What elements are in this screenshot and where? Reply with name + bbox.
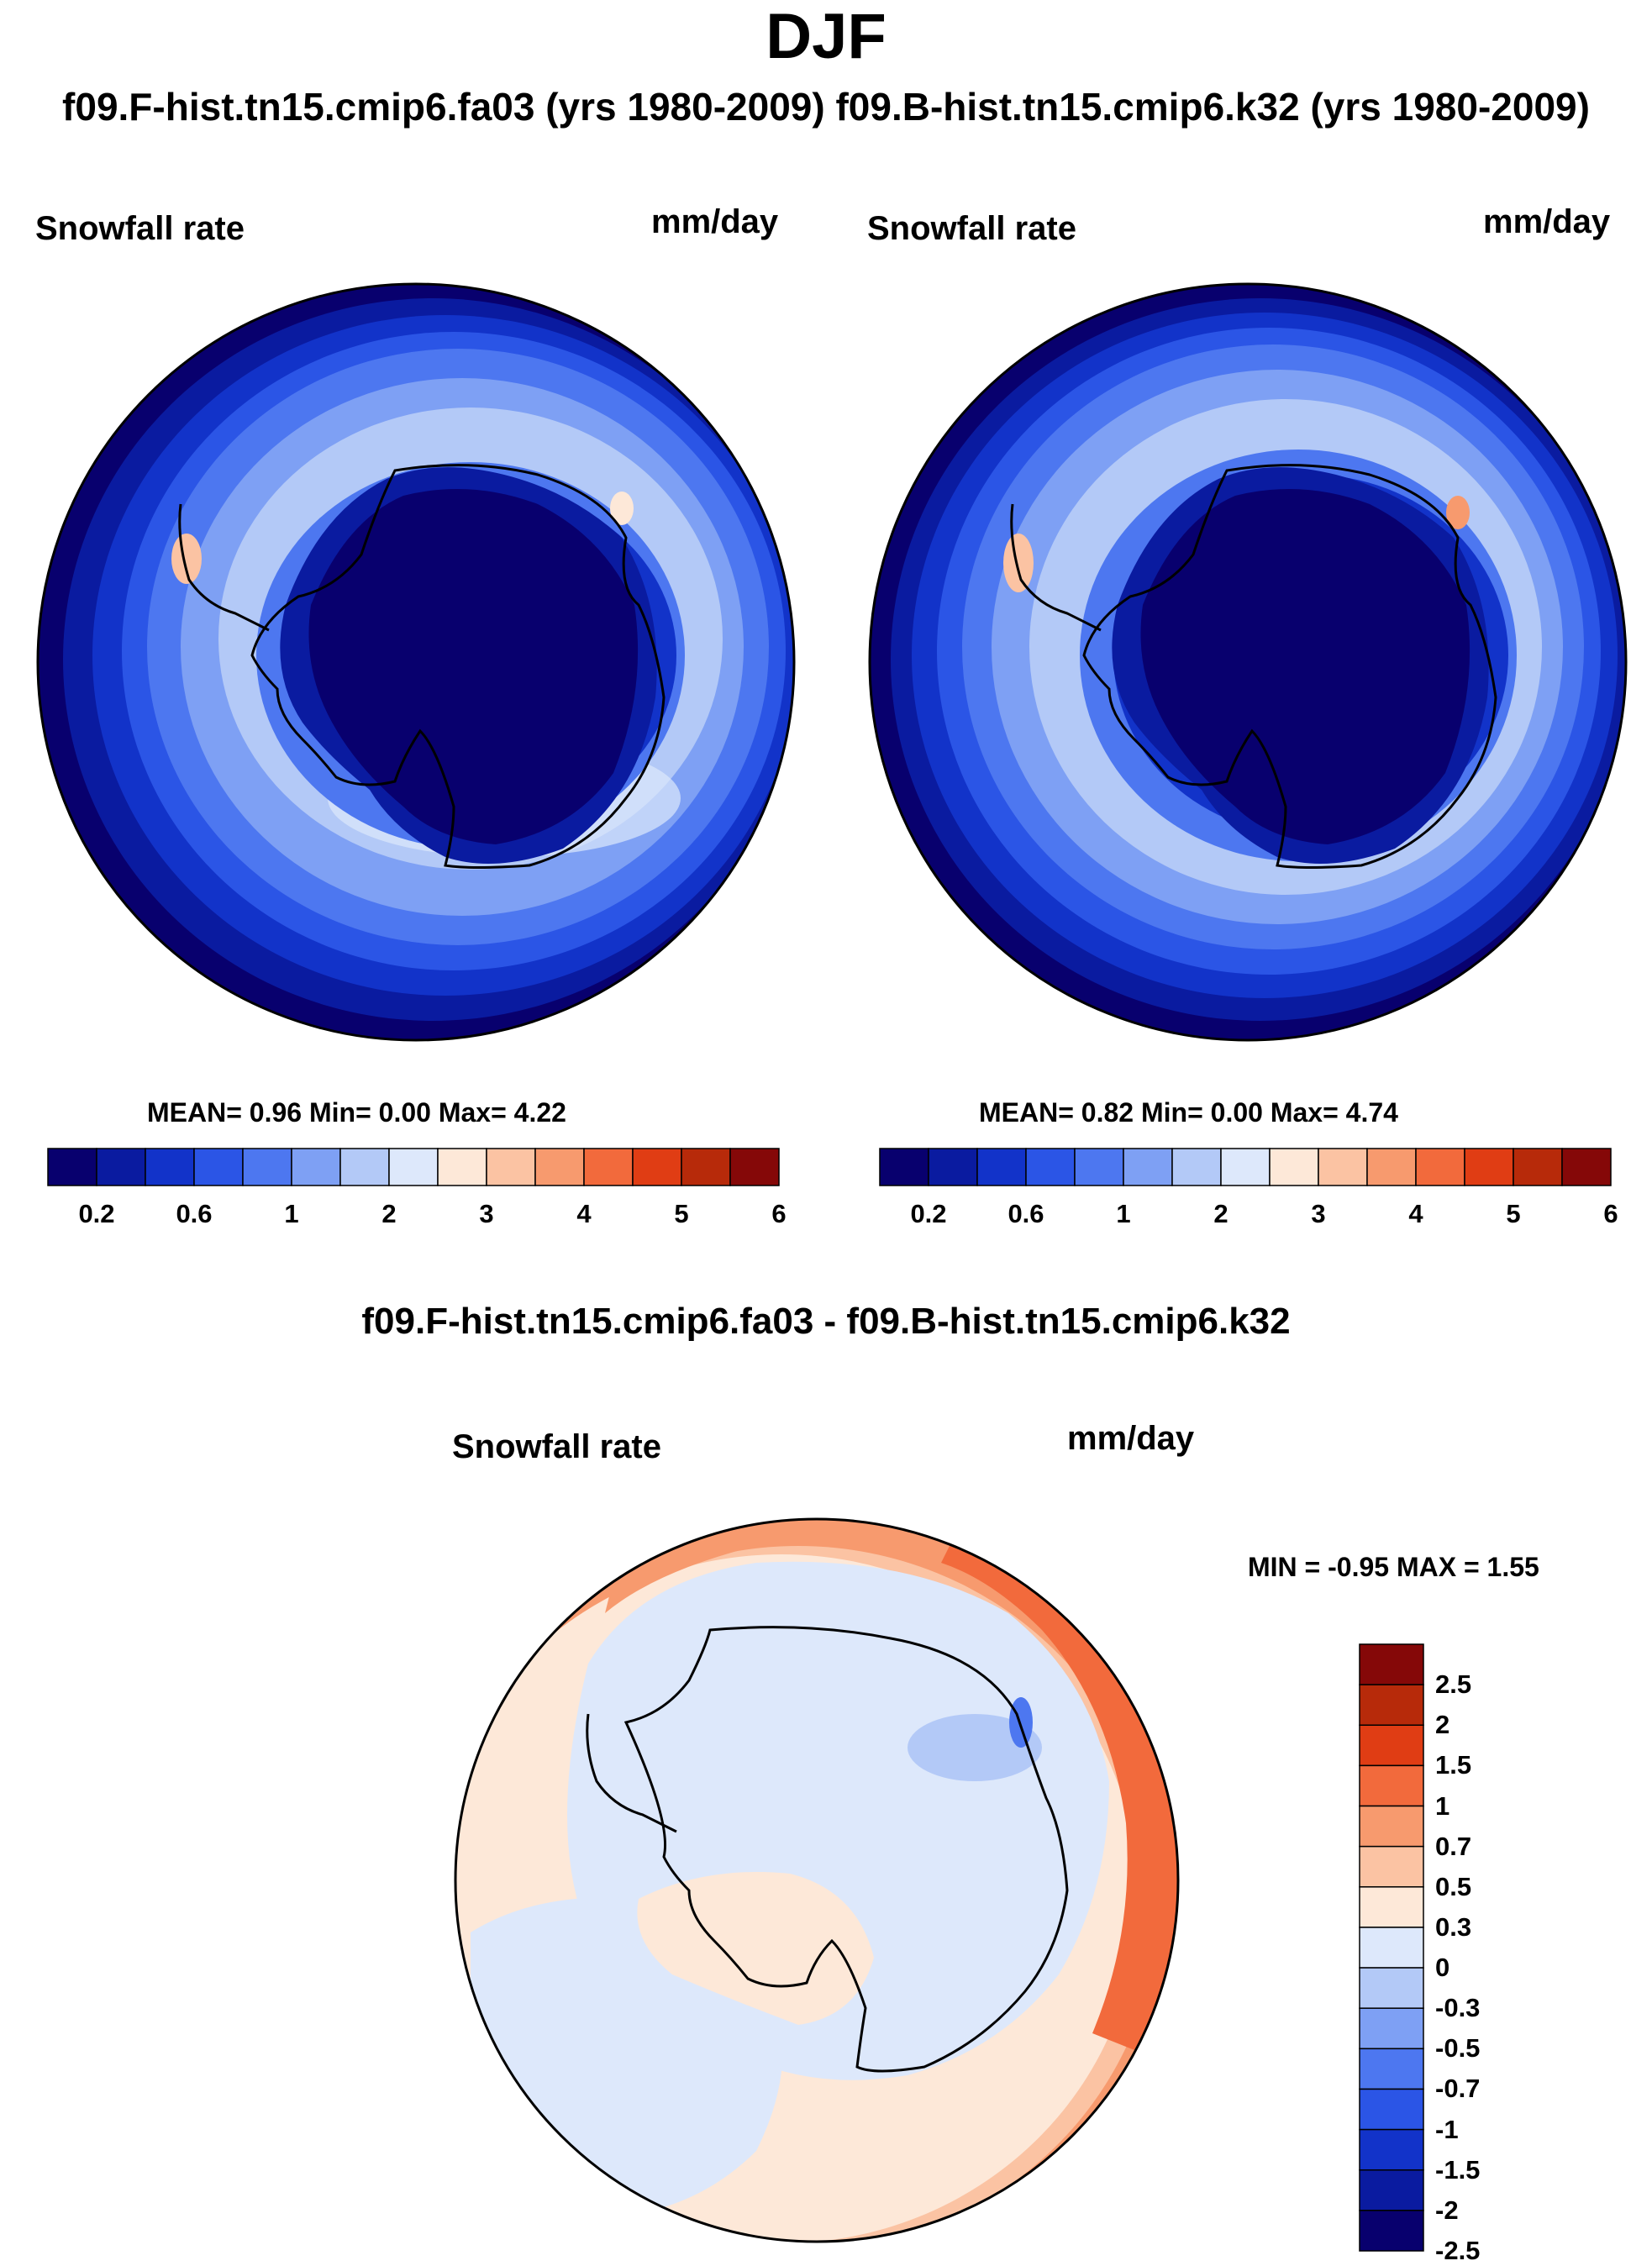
panel2-variable-label: Snowfall rate — [867, 210, 1076, 247]
colorbar-tick-label: 0.2 — [78, 1199, 115, 1228]
colorbar-swatch — [1025, 1148, 1076, 1186]
colorbar-swatch — [1513, 1148, 1563, 1186]
colorbar-tick-label: 4 — [576, 1199, 592, 1228]
colorbar-swatch — [1318, 1148, 1368, 1186]
colorbar-tick-label: 4 — [1408, 1199, 1423, 1228]
colorbar-tick-label: -0.7 — [1435, 2074, 1481, 2104]
colorbar-swatch — [1359, 1724, 1424, 1767]
colorbar-tick-label: 6 — [771, 1199, 787, 1228]
colorbar-swatch — [1359, 2007, 1424, 2050]
colorbar-tick-label: -2 — [1435, 2195, 1459, 2225]
colorbar-tick-label: 0.6 — [176, 1199, 213, 1228]
colorbar-swatch — [1415, 1148, 1465, 1186]
map2 — [870, 284, 1626, 1040]
colorbar-swatch — [632, 1148, 682, 1186]
colorbar-swatch — [1359, 1643, 1424, 1685]
colorbar-tick-label: 1 — [284, 1199, 299, 1228]
colorbar-swatch — [145, 1148, 195, 1186]
colorbar-swatch — [879, 1148, 929, 1186]
colorbar-swatch — [1359, 1967, 1424, 2009]
colorbar-swatch — [1359, 1845, 1424, 1888]
colorbar-swatch — [1171, 1148, 1222, 1186]
difference-heading: f09.F-hist.tn15.cmip6.fa03 - f09.B-hist.… — [361, 1301, 1291, 1342]
colorbar-swatch — [291, 1148, 341, 1186]
colorbar-swatch — [1359, 2128, 1424, 2171]
colorbar-2 — [879, 1148, 1612, 1186]
colorbar-swatch — [681, 1148, 731, 1186]
colorbar-swatch — [1123, 1148, 1173, 1186]
colorbar-3 — [1359, 1643, 1424, 2252]
colorbar-swatch — [1464, 1148, 1514, 1186]
colorbar-swatch — [1359, 1805, 1424, 1848]
colorbar-tick-label: -0.5 — [1435, 2033, 1481, 2064]
panel3-variable-label: Snowfall rate — [452, 1428, 661, 1465]
colorbar-swatch — [976, 1148, 1027, 1186]
colorbar-tick-label: 5 — [1506, 1199, 1521, 1228]
panel1-variable-label: Snowfall rate — [35, 210, 245, 247]
panel2-units-label: mm/day — [1483, 203, 1611, 240]
colorbar-swatch — [1359, 1684, 1424, 1727]
colorbar-tick-label: 1.5 — [1435, 1750, 1472, 1780]
colorbar-swatch — [583, 1148, 634, 1186]
colorbar-swatch — [1359, 1886, 1424, 1928]
colorbar-swatch — [1359, 2210, 1424, 2252]
colorbar-swatch — [96, 1148, 146, 1186]
colorbar-tick-label: 5 — [674, 1199, 689, 1228]
colorbar-tick-label: 0.3 — [1435, 1911, 1472, 1942]
run-titles: f09.F-hist.tn15.cmip6.fa03 (yrs 1980-200… — [62, 85, 1590, 129]
colorbar-tick-label: 0.7 — [1435, 1831, 1472, 1861]
colorbar-tick-label: 0.6 — [1008, 1199, 1044, 1228]
colorbar-swatch — [1359, 2169, 1424, 2211]
colorbar-tick-label: 2.5 — [1435, 1669, 1472, 1700]
panel1-units-label: mm/day — [651, 203, 779, 240]
map1 — [38, 284, 794, 1040]
colorbar-swatch — [1359, 2088, 1424, 2131]
colorbar-swatch — [1269, 1148, 1319, 1186]
colorbar-swatch — [1220, 1148, 1271, 1186]
colorbar-tick-label: 0 — [1435, 1953, 1450, 1983]
panel3-stats: MIN = -0.95 MAX = 1.55 — [1248, 1552, 1539, 1582]
panel1-stats: MEAN= 0.96 Min= 0.00 Max= 4.22 — [147, 1097, 566, 1128]
colorbar-swatch — [193, 1148, 244, 1186]
colorbar-tick-label: -1 — [1435, 2114, 1459, 2144]
colorbar-tick-label: 1 — [1435, 1790, 1450, 1821]
colorbar-tick-label: -2.5 — [1435, 2236, 1481, 2265]
colorbar-tick-label: 6 — [1603, 1199, 1618, 1228]
colorbar-tick-label: 0.2 — [910, 1199, 947, 1228]
colorbar-tick-label: 2 — [1435, 1710, 1450, 1740]
colorbar-tick-label: 1 — [1116, 1199, 1131, 1228]
colorbar-swatch — [1359, 1764, 1424, 1807]
colorbar-swatch — [729, 1148, 780, 1186]
colorbar-swatch — [47, 1148, 97, 1186]
map3 — [455, 1519, 1178, 2242]
colorbar-tick-label: 2 — [1213, 1199, 1228, 1228]
colorbar-swatch — [1561, 1148, 1612, 1186]
colorbar-tick-label: -0.3 — [1435, 1993, 1481, 2023]
colorbar-swatch — [1359, 2048, 1424, 2090]
colorbar-tick-label: 3 — [1311, 1199, 1326, 1228]
figure-title: DJF — [765, 1, 887, 72]
colorbar-swatch — [242, 1148, 292, 1186]
colorbar-tick-label: 0.5 — [1435, 1871, 1472, 1901]
panel2-stats: MEAN= 0.82 Min= 0.00 Max= 4.74 — [979, 1097, 1398, 1128]
colorbar-swatch — [339, 1148, 390, 1186]
colorbar-swatch — [534, 1148, 585, 1186]
colorbar-swatch — [1359, 1927, 1424, 1969]
colorbar-tick-label: 2 — [381, 1199, 397, 1228]
colorbar-1 — [47, 1148, 780, 1186]
colorbar-swatch — [388, 1148, 439, 1186]
colorbar-swatch — [1074, 1148, 1124, 1186]
colorbar-tick-label: -1.5 — [1435, 2154, 1481, 2185]
colorbar-swatch — [486, 1148, 536, 1186]
panel3-units-label: mm/day — [1067, 1420, 1195, 1457]
colorbar-tick-label: 3 — [479, 1199, 494, 1228]
colorbar-swatch — [928, 1148, 978, 1186]
colorbar-swatch — [1366, 1148, 1417, 1186]
colorbar-swatch — [437, 1148, 487, 1186]
